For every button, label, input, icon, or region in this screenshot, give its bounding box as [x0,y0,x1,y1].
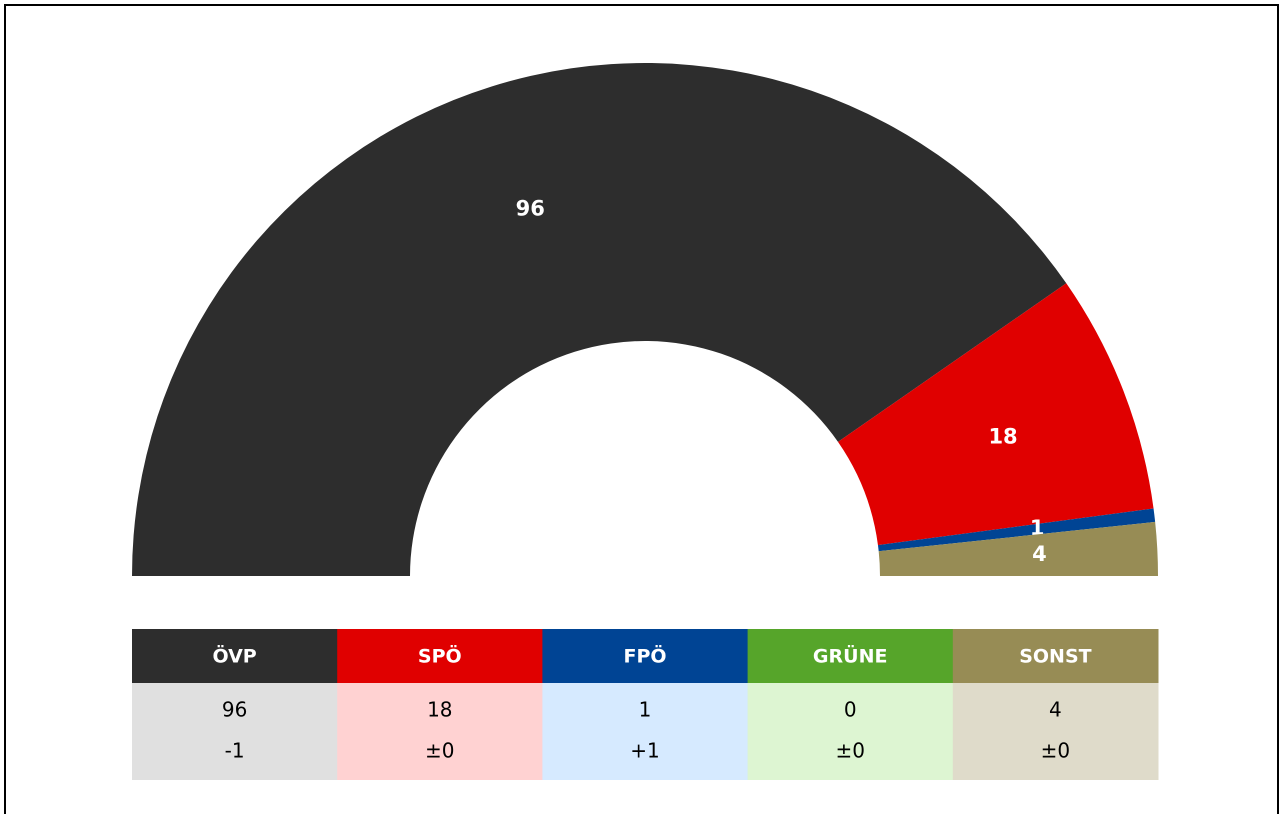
seat-change: ±0 [835,739,864,763]
seat-change: ±0 [425,739,454,763]
seat-count: 96 [222,698,247,722]
seat-count: 1 [639,698,652,722]
body-cell [542,683,749,780]
body-cell [747,683,954,780]
seat-change: ±0 [1041,739,1070,763]
seat-change: -1 [225,739,245,763]
seat-count: 0 [844,698,857,722]
frame [4,4,1279,814]
header-cell [337,629,543,683]
header-cell [747,629,954,683]
party-name: GRÜNE [813,644,888,668]
seat-arc [878,521,1158,576]
seat-count: 4 [1049,698,1062,722]
header-cell [542,629,749,683]
seat-arc [132,62,1067,577]
party-name: SONST [1019,646,1091,668]
party-name: SPÖ [418,644,462,668]
body-cell [132,683,338,780]
header-cell [132,629,338,683]
seat-count: 18 [427,698,452,722]
seat-arc [877,508,1156,552]
header-cell [952,629,1159,683]
arc-label: 18 [988,424,1017,448]
arc-label: 4 [1032,542,1047,566]
seat-change: +1 [630,739,659,763]
seat-arc [837,283,1154,546]
arc-label: 96 [516,197,545,221]
body-cell [952,683,1159,780]
party-name: FPÖ [623,644,666,668]
table: ÖVP 96 -1 SPÖ 18 ±0 FPÖ 1 +1 GRÜNE 0 ±0 SONST 4 ±0 [132,629,1159,780]
body-cell [337,683,543,780]
party-name: ÖVP [212,644,256,668]
